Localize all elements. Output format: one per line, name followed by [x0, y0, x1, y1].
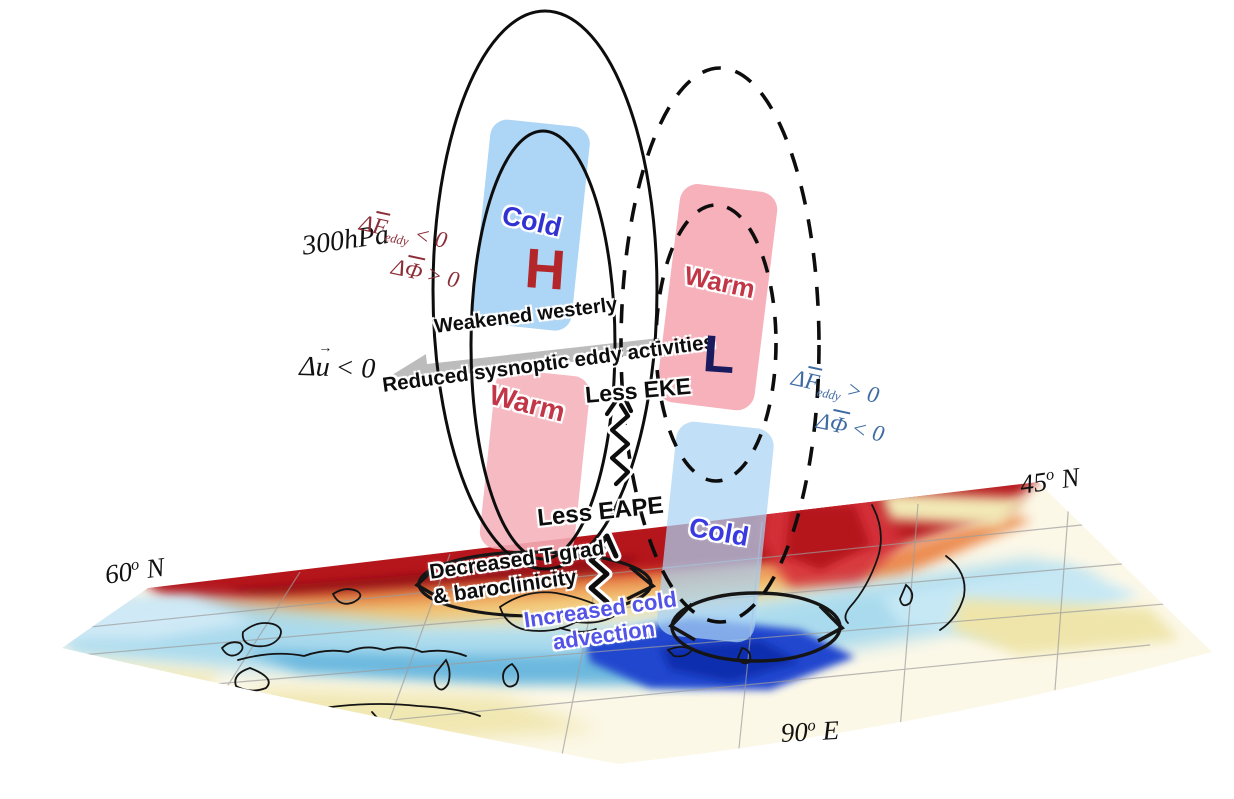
- dashed-ellipse-outer: [619, 66, 821, 624]
- longitude-90e-label: 90o E: [780, 714, 840, 748]
- dashed-ellipse-inner: [654, 203, 778, 483]
- eape-wavy-arrow: [584, 530, 622, 620]
- warm-box-left: [479, 369, 590, 556]
- eke-wavy-arrow: [602, 387, 636, 489]
- warm-box-right: [657, 184, 778, 411]
- formula-zonal-wind-negative: Δ → u < 0: [298, 340, 376, 385]
- cyclonic-circulation-right: [668, 591, 845, 663]
- weakened-westerly-arrow: [392, 338, 661, 388]
- anticyclonic-circulation-left: [414, 550, 657, 618]
- solid-ellipse-inner: [469, 129, 617, 561]
- cold-box-right: [657, 421, 774, 643]
- high-pressure-symbol: H: [522, 236, 568, 302]
- low-pressure-symbol: L: [701, 325, 737, 386]
- solid-ellipse-outer: [431, 9, 659, 571]
